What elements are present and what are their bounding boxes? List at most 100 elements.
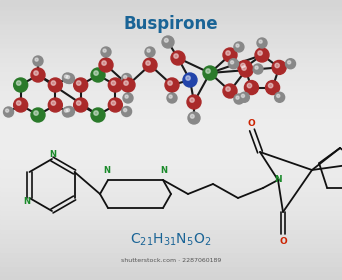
Circle shape (226, 51, 230, 55)
Text: shutterstock.com · 2287060189: shutterstock.com · 2287060189 (121, 258, 221, 263)
Circle shape (48, 78, 62, 92)
Bar (0, 271, 342, 275)
Bar (0, 224, 342, 229)
Text: $\mathrm{C_{21}H_{31}N_5O_2}$: $\mathrm{C_{21}H_{31}N_5O_2}$ (130, 232, 212, 248)
Circle shape (165, 78, 179, 92)
Circle shape (187, 95, 201, 109)
Circle shape (94, 71, 98, 75)
Bar (0, 19, 342, 23)
Circle shape (286, 59, 295, 69)
Circle shape (77, 101, 81, 105)
Bar (0, 51, 342, 56)
Circle shape (171, 51, 185, 65)
Circle shape (34, 111, 38, 115)
Bar (0, 177, 342, 182)
Circle shape (108, 78, 122, 92)
Circle shape (66, 109, 70, 112)
Bar (0, 140, 342, 145)
Bar (0, 121, 342, 126)
Circle shape (74, 78, 88, 92)
Circle shape (14, 98, 28, 112)
Bar (0, 201, 342, 205)
Bar (0, 154, 342, 159)
Circle shape (64, 74, 75, 83)
Circle shape (35, 58, 38, 61)
Circle shape (242, 66, 246, 70)
Circle shape (146, 61, 150, 65)
Text: N: N (104, 166, 110, 175)
Circle shape (125, 95, 128, 98)
Circle shape (226, 87, 230, 91)
Bar (0, 9, 342, 14)
Circle shape (183, 73, 197, 87)
Circle shape (258, 51, 262, 55)
Bar (0, 112, 342, 117)
Circle shape (190, 115, 194, 118)
Bar (0, 98, 342, 103)
Bar (0, 229, 342, 233)
Bar (0, 89, 342, 93)
Circle shape (206, 69, 210, 73)
Circle shape (234, 94, 244, 104)
Text: N: N (23, 197, 30, 207)
Text: O: O (247, 118, 255, 127)
Bar (0, 56, 342, 61)
Bar (0, 168, 342, 173)
Bar (0, 103, 342, 107)
Circle shape (167, 93, 177, 103)
Circle shape (77, 81, 81, 85)
Circle shape (259, 40, 262, 43)
Bar (0, 247, 342, 252)
Circle shape (174, 54, 178, 58)
Circle shape (14, 78, 28, 92)
Bar (0, 182, 342, 187)
Circle shape (121, 78, 135, 92)
Bar (0, 187, 342, 191)
Circle shape (111, 81, 116, 85)
Bar (0, 42, 342, 47)
Circle shape (33, 56, 43, 66)
Bar (0, 196, 342, 201)
Bar (0, 107, 342, 112)
Circle shape (102, 61, 106, 65)
Circle shape (228, 59, 238, 69)
Circle shape (275, 92, 285, 102)
Circle shape (223, 48, 237, 62)
Bar (0, 233, 342, 238)
Bar (0, 243, 342, 247)
Bar (0, 210, 342, 215)
Circle shape (111, 101, 116, 105)
Circle shape (169, 95, 172, 98)
Bar (0, 65, 342, 70)
Bar (0, 70, 342, 75)
Circle shape (236, 96, 239, 99)
Circle shape (91, 68, 105, 82)
Circle shape (238, 60, 252, 74)
Bar (0, 61, 342, 65)
Circle shape (31, 68, 45, 82)
Bar (0, 5, 342, 9)
Circle shape (223, 84, 237, 98)
Circle shape (275, 63, 279, 68)
Bar (0, 159, 342, 163)
Circle shape (74, 98, 88, 112)
Circle shape (64, 75, 68, 78)
Bar (0, 219, 342, 224)
Circle shape (203, 66, 217, 80)
Bar (0, 149, 342, 154)
Circle shape (188, 112, 200, 124)
Bar (0, 47, 342, 51)
Circle shape (241, 63, 245, 68)
Circle shape (16, 101, 21, 105)
Circle shape (255, 48, 269, 62)
Bar (0, 191, 342, 196)
Bar (0, 238, 342, 243)
Bar (0, 145, 342, 149)
Circle shape (145, 47, 155, 57)
Circle shape (272, 60, 286, 74)
Text: N: N (50, 150, 56, 158)
Bar (0, 266, 342, 271)
Circle shape (234, 42, 244, 52)
Bar (0, 173, 342, 177)
Circle shape (63, 73, 73, 83)
